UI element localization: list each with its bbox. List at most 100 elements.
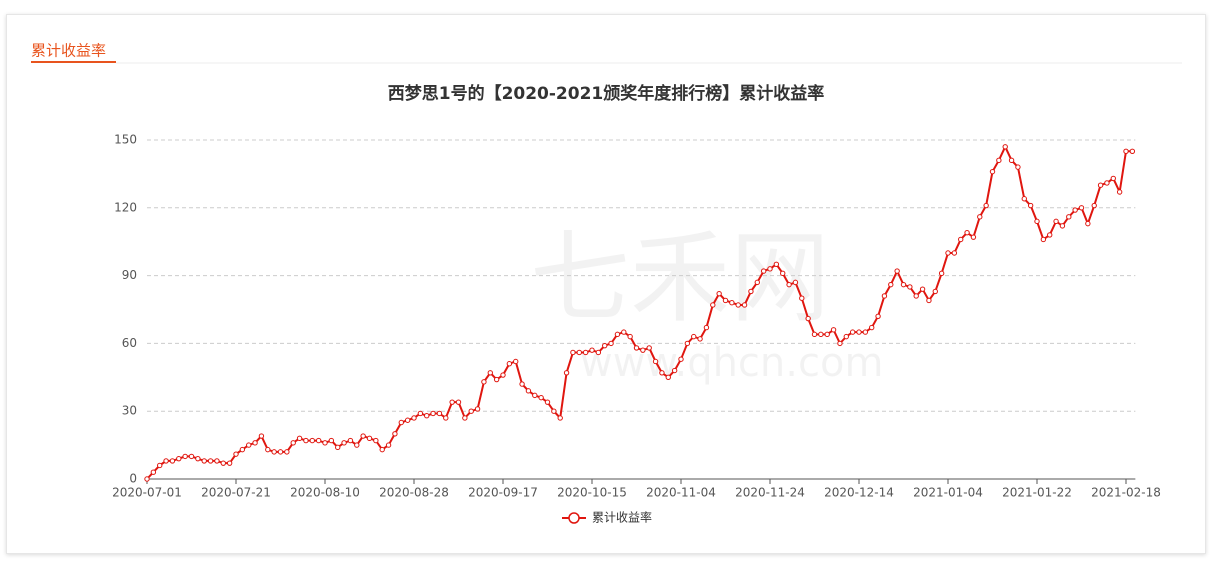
point xyxy=(1078,205,1085,211)
point xyxy=(811,331,818,338)
x-tick-label: 2020-12-14 xyxy=(824,486,894,500)
point xyxy=(602,342,608,349)
point xyxy=(150,469,157,475)
point xyxy=(1072,207,1078,213)
point xyxy=(309,437,315,444)
card-title: 累计收益率 xyxy=(31,42,106,60)
point xyxy=(964,229,970,236)
x-tick-label: 2020-07-01 xyxy=(112,486,182,500)
y-tick-label: 90 xyxy=(122,268,137,282)
point xyxy=(1116,189,1123,195)
point xyxy=(385,442,392,448)
point xyxy=(519,381,525,387)
point xyxy=(996,157,1002,164)
y-tick-label: 30 xyxy=(122,404,137,418)
point xyxy=(207,458,214,464)
point xyxy=(366,435,373,442)
point xyxy=(220,460,226,466)
point xyxy=(449,399,455,405)
point xyxy=(214,458,220,464)
point xyxy=(493,376,500,383)
chart-title: 西梦思1号的【2020-2021颁奖年度排行榜】累计收益率 xyxy=(388,83,825,104)
point xyxy=(741,302,748,308)
point xyxy=(970,234,977,240)
point xyxy=(551,408,557,414)
point xyxy=(1123,148,1129,155)
point xyxy=(703,324,710,331)
point xyxy=(201,458,207,464)
point xyxy=(729,300,735,306)
point xyxy=(474,406,481,412)
point xyxy=(938,270,945,277)
x-tick-label: 2020-11-04 xyxy=(646,486,716,500)
point xyxy=(455,399,462,405)
point xyxy=(347,437,354,444)
point xyxy=(875,313,881,319)
point xyxy=(290,440,296,446)
watermark-url: www.qhcn.com xyxy=(580,340,883,386)
point xyxy=(1047,232,1053,238)
point xyxy=(513,358,519,365)
point xyxy=(506,361,513,367)
y-tick-label: 120 xyxy=(114,200,137,214)
watermark-brand: 七禾网 xyxy=(530,219,830,336)
point xyxy=(614,331,621,338)
point xyxy=(481,379,487,385)
y-tick-label: 60 xyxy=(122,336,137,350)
point xyxy=(182,453,188,460)
point xyxy=(913,293,919,299)
point xyxy=(799,295,805,301)
point xyxy=(226,460,233,466)
point xyxy=(786,281,792,288)
point xyxy=(303,437,309,444)
point xyxy=(398,419,404,426)
x-tick-label: 2020-09-17 xyxy=(468,486,538,500)
point xyxy=(678,356,684,362)
y-tick-label: 0 xyxy=(129,472,137,486)
point xyxy=(621,329,627,335)
point xyxy=(341,440,347,446)
point xyxy=(608,340,614,347)
x-tick-label: 2021-02-18 xyxy=(1091,486,1161,500)
card xyxy=(6,14,1206,554)
point xyxy=(862,329,869,335)
point xyxy=(335,444,341,451)
point xyxy=(354,442,360,448)
point xyxy=(582,349,589,356)
point xyxy=(989,168,996,175)
point xyxy=(544,399,551,405)
x-tick-label: 2020-11-24 xyxy=(735,486,805,500)
point xyxy=(373,437,379,444)
point xyxy=(1002,144,1008,150)
point xyxy=(379,446,385,453)
point xyxy=(792,279,799,286)
point xyxy=(144,476,150,482)
point xyxy=(411,415,417,421)
point xyxy=(188,453,195,460)
point xyxy=(748,288,754,295)
point xyxy=(1034,218,1040,225)
legend-marker xyxy=(568,512,580,524)
point xyxy=(932,288,938,295)
y-tick-label: 150 xyxy=(114,133,137,147)
point xyxy=(392,431,398,437)
point xyxy=(710,302,716,308)
point xyxy=(195,455,201,462)
point xyxy=(627,333,633,340)
x-tick-label: 2021-01-22 xyxy=(1002,486,1072,500)
point xyxy=(1129,148,1136,155)
point xyxy=(163,458,169,464)
point xyxy=(239,446,246,453)
point xyxy=(646,345,652,351)
point xyxy=(665,374,671,380)
point xyxy=(315,437,322,444)
point xyxy=(830,327,837,333)
point xyxy=(818,331,824,338)
point xyxy=(945,250,951,256)
point xyxy=(633,345,640,351)
point xyxy=(258,433,265,439)
point xyxy=(722,297,729,304)
point xyxy=(1085,220,1091,227)
